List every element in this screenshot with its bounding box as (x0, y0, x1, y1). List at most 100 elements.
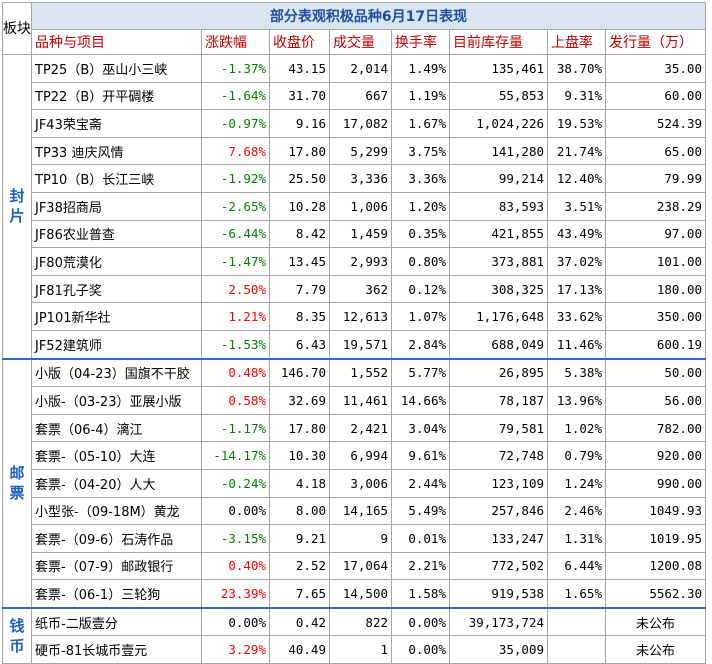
cell-rate: 38.70% (547, 54, 606, 83)
cell-issue: 782.00 (605, 413, 706, 443)
cell-close: 146.70 (269, 357, 330, 388)
cell-stock: 39,173,724 (449, 606, 548, 637)
cell-rate: 12.40% (547, 164, 606, 193)
table-row: JF81孔子奖 2.50% 7.79 362 0.12% 308,325 17.13% 180… (3, 274, 706, 304)
cell-change: -1.17% (201, 413, 270, 443)
cell-change: -3.15% (201, 524, 270, 553)
cell-stock: 79,581 (449, 413, 548, 443)
cell-stock: 1,176,648 (449, 302, 548, 331)
cell-name: 硬币-81长城币壹元 (31, 635, 202, 664)
cell-volume: 14,500 (329, 579, 392, 609)
section-label: 钱币 (2, 606, 32, 664)
cell-change: -1.64% (201, 81, 270, 111)
cell-volume: 14,165 (329, 496, 392, 526)
cell-close: 25.50 (269, 164, 330, 193)
table-row: 硬币-81长城币壹元 3.29% 40.49 1 0.00% 35,009 未公布 (3, 635, 706, 664)
cell-rate: 1.31% (547, 524, 606, 553)
corner-cell: 板块 (2, 2, 32, 55)
table-row: JF43荣宝斋 -0.97% 9.16 17,082 1.67% 1,024,226 19.… (3, 109, 706, 138)
cell-turnover: 1.20% (391, 191, 450, 221)
cell-turnover: 1.07% (391, 302, 450, 331)
cell-issue: 524.39 (605, 109, 706, 138)
cell-stock: 83,593 (449, 191, 548, 221)
cell-rate: 3.51% (547, 191, 606, 221)
cell-issue: 238.29 (605, 191, 706, 221)
table-row: JF80荒漠化 -1.47% 13.45 2,993 0.80% 373,881 37.02… (3, 247, 706, 276)
cell-turnover: 0.00% (391, 606, 450, 637)
cell-turnover: 5.49% (391, 496, 450, 526)
cell-issue: 97.00 (605, 219, 706, 249)
table-row: JF52建筑师 -1.53% 6.43 19,571 2.84% 688,049 11.46… (3, 329, 706, 360)
cell-issue: 65.00 (605, 136, 706, 166)
cell-change: 1.21% (201, 302, 270, 331)
section-label: 封片 (2, 53, 32, 360)
cell-change: -1.92% (201, 164, 270, 193)
cell-name: 套票-（05-10）大连 (31, 441, 202, 470)
cell-change: -1.37% (201, 54, 270, 83)
cell-turnover: 0.35% (391, 219, 450, 249)
cell-close: 8.00 (269, 496, 330, 526)
cell-rate: 5.38% (547, 357, 606, 388)
cell-close: 8.35 (269, 302, 330, 331)
cell-turnover: 1.67% (391, 109, 450, 138)
cell-turnover: 1.49% (391, 54, 450, 83)
cell-change: 23.39% (201, 579, 270, 609)
cell-name: JF43荣宝斋 (31, 109, 202, 138)
cell-stock: 1,024,226 (449, 109, 548, 138)
cell-close: 4.18 (269, 468, 330, 498)
table-row: 小型张-（09-18M）黄龙 0.00% 8.00 14,165 5.49% 257,84… (3, 496, 706, 526)
cell-rate: 1.65% (547, 579, 606, 609)
cell-issue: 101.00 (605, 247, 706, 276)
cell-rate: 21.74% (547, 136, 606, 166)
cell-issue: 35.00 (605, 54, 706, 83)
table-row: TP22（B）开平碉楼 -1.64% 31.70 667 1.19% 55,853 9.31… (3, 81, 706, 111)
cell-name: 套票（06-4）漓江 (31, 413, 202, 443)
cell-stock: 26,895 (449, 357, 548, 388)
cell-close: 9.16 (269, 109, 330, 138)
cell-rate: 2.46% (547, 496, 606, 526)
cell-volume: 1 (329, 635, 392, 664)
cell-close: 2.52 (269, 551, 330, 581)
cell-turnover: 9.61% (391, 441, 450, 470)
cell-rate: 37.02% (547, 247, 606, 276)
table-row: 套票-（05-10）大连 -14.17% 10.30 6,994 9.61% 72,748… (3, 441, 706, 470)
cell-volume: 3,336 (329, 164, 392, 193)
cell-name: 套票-（06-1）三轮狗 (31, 579, 202, 609)
cell-rate: 19.53% (547, 109, 606, 138)
cell-volume: 2,993 (329, 247, 392, 276)
cell-rate: 17.13% (547, 274, 606, 304)
header-rate: 上盘率 (547, 29, 606, 55)
cell-name: JF80荒漠化 (31, 247, 202, 276)
table-row: 小版-（03-23）亚展小版 0.58% 32.69 11,461 14.66% 78,1… (3, 386, 706, 415)
table-row: JF38招商局 -2.65% 10.28 1,006 1.20% 83,593 3.51% 2… (3, 191, 706, 221)
cell-turnover: 1.58% (391, 579, 450, 609)
cell-close: 10.30 (269, 441, 330, 470)
cell-volume: 5,299 (329, 136, 392, 166)
cell-issue: 350.00 (605, 302, 706, 331)
cell-change: -0.97% (201, 109, 270, 138)
header-close: 收盘价 (269, 29, 330, 55)
header-row: 品种与项目 涨跌幅 收盘价 成交量 换手率 目前库存量 上盘率 发行量（万） (3, 29, 706, 55)
cell-volume: 9 (329, 524, 392, 553)
cell-volume: 667 (329, 81, 392, 111)
cell-volume: 1,552 (329, 357, 392, 388)
cell-stock: 772,502 (449, 551, 548, 581)
cell-rate: 13.96% (547, 386, 606, 415)
cell-stock: 688,049 (449, 329, 548, 360)
cell-name: JP101新华社 (31, 302, 202, 331)
cell-volume: 1,459 (329, 219, 392, 249)
cell-turnover: 0.01% (391, 524, 450, 553)
table-title: 部分表观积极品种6月17日表现 (31, 2, 706, 30)
cell-close: 32.69 (269, 386, 330, 415)
cell-issue: 600.19 (605, 329, 706, 360)
cell-turnover: 5.77% (391, 357, 450, 388)
cell-stock: 78,187 (449, 386, 548, 415)
cell-rate: 1.02% (547, 413, 606, 443)
cell-name: JF52建筑师 (31, 329, 202, 360)
cell-name: TP22（B）开平碉楼 (31, 81, 202, 111)
cell-stock: 72,748 (449, 441, 548, 470)
cell-turnover: 0.12% (391, 274, 450, 304)
cell-name: 纸币-二版壹分 (31, 606, 202, 637)
cell-rate: 33.62% (547, 302, 606, 331)
